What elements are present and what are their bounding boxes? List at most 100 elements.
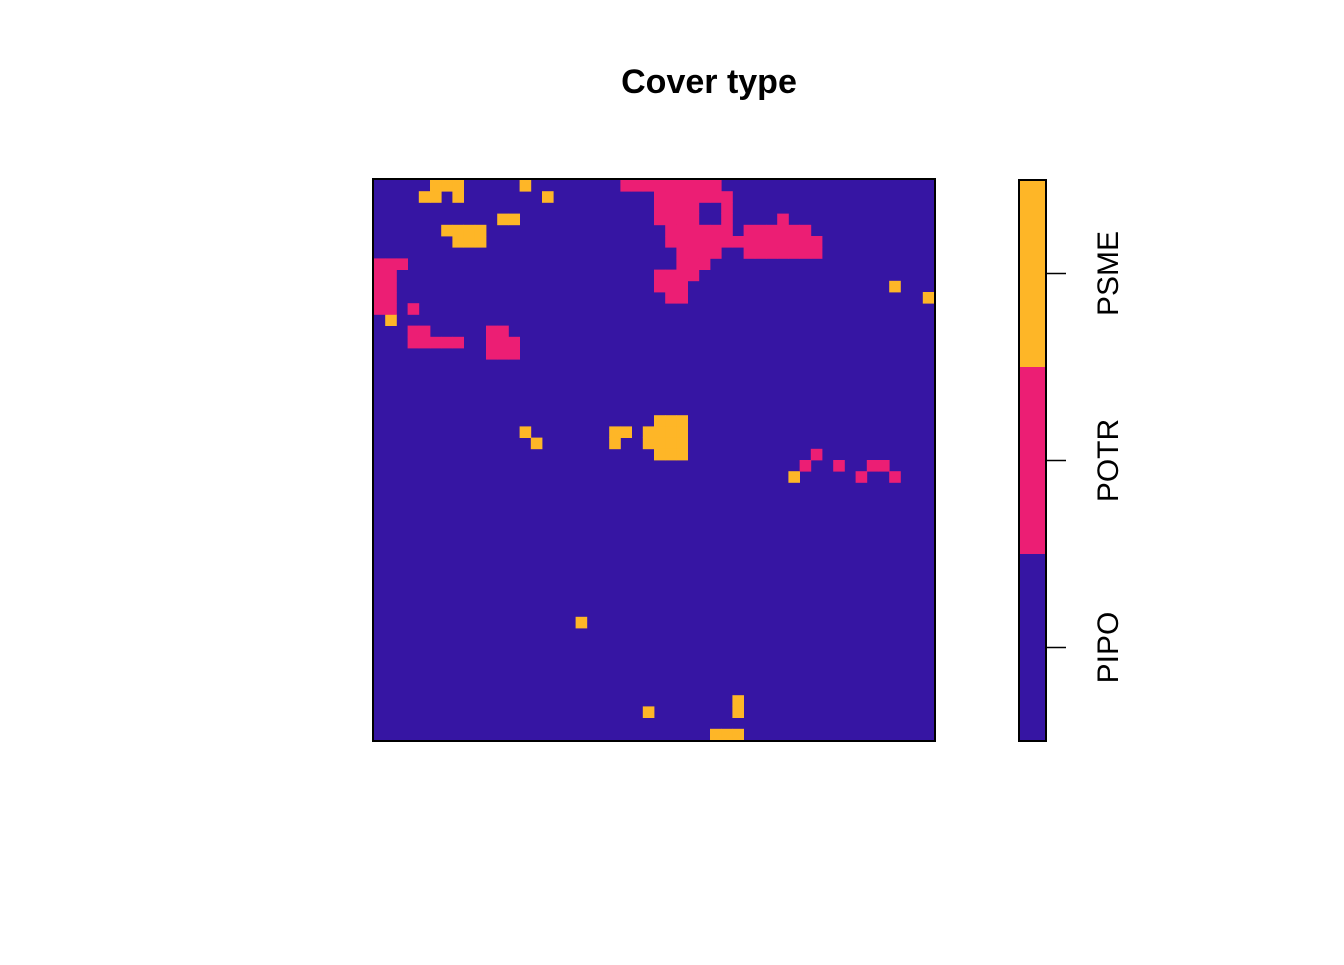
raster-cell-potr [620,180,632,192]
raster-cell-potr [698,247,711,259]
raster-cell-potr [407,336,420,349]
raster-cell-potr [878,460,890,472]
legend: PIPO POTR PSME [1018,179,1125,742]
raster-cell-psme [676,448,688,461]
raster-cell-psme [732,728,744,741]
raster-cell-potr [441,336,453,349]
raster-cell-psme [654,426,666,438]
raster-cell-potr [676,180,688,192]
raster-cell-potr [810,236,823,248]
raster-cell-potr [810,448,823,461]
raster-cell-potr [654,191,666,203]
raster-cell-potr [721,224,733,237]
raster-cell-psme [788,471,800,483]
raster-cell-potr [754,224,767,237]
raster-cell-psme [665,448,677,461]
raster-cell-potr [687,247,700,259]
raster-cell-potr [866,460,879,472]
raster-cell-psme [676,415,688,427]
chart-title: Cover type [621,63,797,101]
raster-cell-potr [418,325,431,338]
raster-cell-potr [766,247,778,259]
raster-cell-potr [374,269,386,282]
raster-cell-potr [676,280,688,293]
raster-map [374,180,935,741]
raster-cell-potr [430,336,442,349]
raster-cell-psme [474,236,487,248]
raster-cell-potr [766,224,778,237]
raster-cell-potr [766,236,778,248]
raster-cell-potr [721,213,733,226]
raster-cell-psme [575,616,588,629]
raster-cell-potr [754,236,767,248]
raster-cell-potr [710,180,722,192]
raster-cell-psme [710,728,722,741]
raster-cell-potr [743,236,756,248]
raster-cell-potr [698,258,711,270]
raster-cell-potr [631,180,644,192]
raster-cell-potr [676,269,688,282]
raster-cell-potr [676,202,688,214]
raster-cell-psme [430,191,442,203]
raster-cell-potr [710,191,722,203]
raster-cell-potr [743,247,756,259]
raster-cell-psme [732,706,744,718]
raster-cell-potr [385,269,397,282]
raster-cell-potr [777,236,789,248]
raster-cell-psme [642,426,655,438]
raster-frame [372,178,936,742]
raster-cell-potr [676,191,688,203]
raster-cell-potr [833,460,845,472]
raster-cell-potr [642,180,655,192]
raster-cell-psme [665,415,677,427]
raster-cell-potr [687,258,700,270]
raster-cell-potr [698,191,711,203]
raster-cell-potr [385,280,397,293]
raster-cell-potr [698,224,711,237]
legend-label-pipo: PIPO [1092,612,1125,684]
raster-cell-potr [396,258,408,270]
raster-cell-potr [374,303,386,315]
raster-cell-potr [385,303,397,315]
raster-cell-potr [385,258,397,270]
raster-cell-potr [374,292,386,304]
raster-cell-potr [732,236,744,248]
raster-cell-potr [374,280,386,293]
legend-swatch-pipo [1019,554,1046,741]
raster-cell-psme [642,706,655,718]
raster-cell-potr [810,247,823,259]
raster-cell-psme [418,191,431,203]
raster-cell-potr [665,191,677,203]
raster-cell-psme [530,437,543,450]
raster-cell-potr [777,224,789,237]
raster-cell-potr [687,191,700,203]
raster-cell-potr [788,224,800,237]
raster-cell-psme [676,437,688,450]
raster-cell-potr [676,258,688,270]
raster-cell-potr [385,292,397,304]
raster-cell-potr [676,247,688,259]
raster-cell-potr [687,224,700,237]
raster-cell-potr [889,471,901,483]
raster-cell-potr [777,247,789,259]
raster-cell-potr [497,325,509,338]
raster-cell-psme [463,236,476,248]
raster-cell-potr [799,236,812,248]
raster-cell-potr [676,224,688,237]
legend-label-psme: PSME [1092,231,1125,316]
raster-cell-psme [889,280,901,293]
raster-cell-psme [452,180,464,192]
raster-cell-psme [474,224,487,237]
raster-cell-psme [665,437,677,450]
legend-swatch-potr [1019,367,1046,554]
raster-cell-psme [452,224,464,237]
raster-cell-psme [609,437,621,450]
raster-cell-potr [452,336,464,349]
raster-cell-potr [721,202,733,214]
raster-cell-psme [676,426,688,438]
raster-cell-potr [788,236,800,248]
raster-cell-potr [665,269,677,282]
raster-cell-potr [654,269,666,282]
raster-cell-psme [654,415,666,427]
raster-cell-potr [687,202,700,214]
